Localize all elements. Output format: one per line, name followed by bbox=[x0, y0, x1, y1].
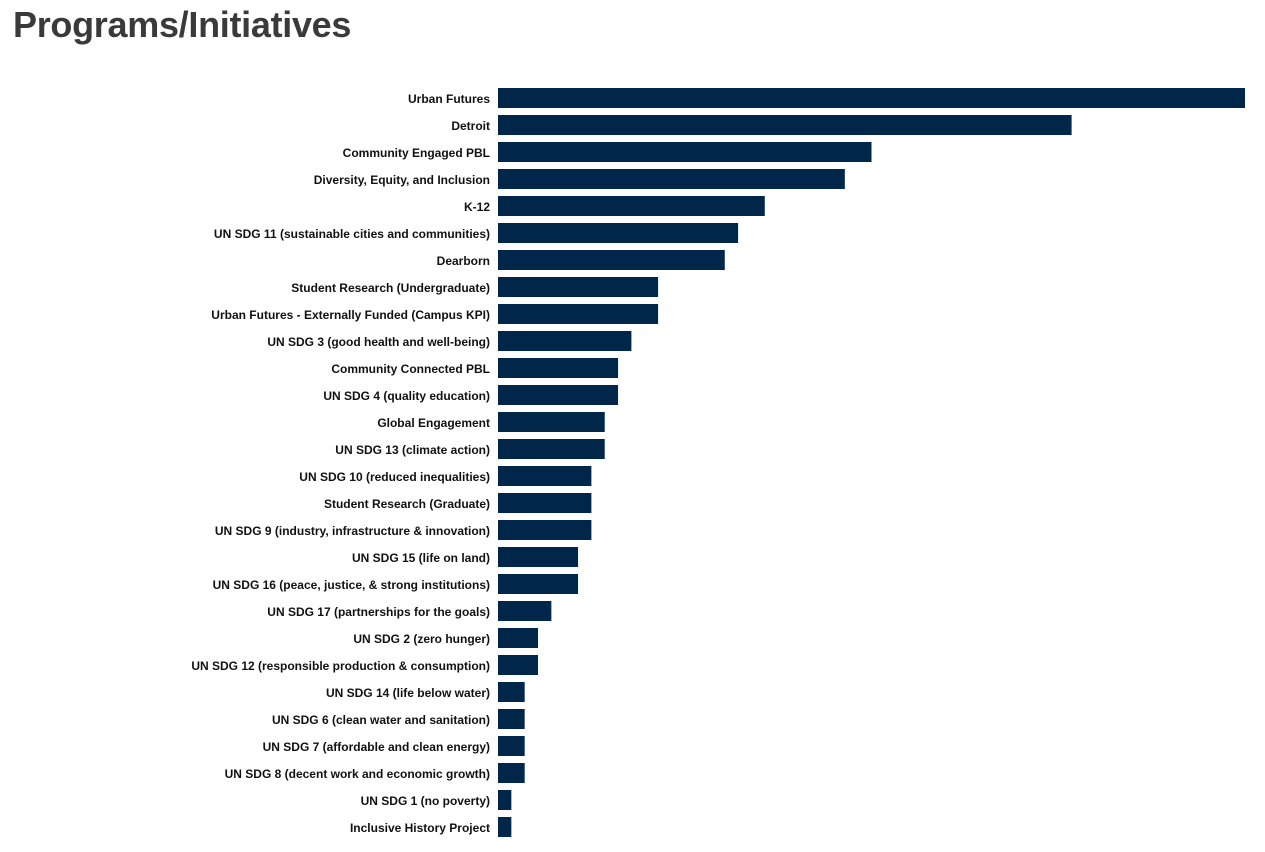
category-label: UN SDG 11 (sustainable cities and commun… bbox=[214, 227, 490, 241]
bar bbox=[498, 277, 659, 297]
bar bbox=[498, 520, 592, 540]
category-label: UN SDG 14 (life below water) bbox=[326, 686, 490, 700]
bar bbox=[498, 736, 525, 756]
page-title: Programs/Initiatives bbox=[13, 4, 352, 45]
bar bbox=[498, 493, 592, 513]
category-label: Community Engaged PBL bbox=[343, 146, 490, 160]
bar bbox=[498, 88, 1245, 108]
bar bbox=[498, 250, 725, 270]
bar bbox=[498, 763, 525, 783]
category-label: UN SDG 9 (industry, infrastructure & inn… bbox=[215, 524, 490, 538]
category-label: Urban Futures - Externally Funded (Campu… bbox=[211, 308, 490, 322]
category-label: Detroit bbox=[451, 119, 490, 133]
bar bbox=[498, 358, 619, 378]
bar bbox=[498, 331, 632, 351]
category-label: UN SDG 3 (good health and well-being) bbox=[267, 335, 490, 349]
bar bbox=[498, 682, 525, 702]
category-label: UN SDG 15 (life on land) bbox=[352, 551, 490, 565]
bar bbox=[498, 574, 579, 594]
category-label: UN SDG 6 (clean water and sanitation) bbox=[272, 713, 490, 727]
bar bbox=[498, 304, 659, 324]
category-label: UN SDG 17 (partnerships for the goals) bbox=[267, 605, 490, 619]
category-label: UN SDG 4 (quality education) bbox=[323, 389, 490, 403]
category-label: UN SDG 10 (reduced inequalities) bbox=[299, 470, 490, 484]
category-label: Global Engagement bbox=[377, 416, 490, 430]
bar bbox=[498, 628, 539, 648]
bar bbox=[498, 547, 579, 567]
bar bbox=[498, 412, 605, 432]
category-label: UN SDG 7 (affordable and clean energy) bbox=[263, 740, 490, 754]
bar bbox=[498, 115, 1072, 135]
category-label: UN SDG 16 (peace, justice, & strong inst… bbox=[213, 578, 490, 592]
category-label: UN SDG 12 (responsible production & cons… bbox=[191, 659, 490, 673]
bar bbox=[498, 709, 525, 729]
bar bbox=[498, 790, 512, 810]
category-label: Community Connected PBL bbox=[331, 362, 490, 376]
category-label: UN SDG 13 (climate action) bbox=[335, 443, 490, 457]
bar bbox=[498, 196, 765, 216]
category-label: K-12 bbox=[464, 200, 490, 214]
category-label: UN SDG 8 (decent work and economic growt… bbox=[225, 767, 490, 781]
category-label: Student Research (Undergraduate) bbox=[291, 281, 490, 295]
bar bbox=[498, 817, 512, 837]
category-label: Student Research (Graduate) bbox=[324, 497, 490, 511]
bar bbox=[498, 466, 592, 486]
bar bbox=[498, 655, 539, 675]
bar bbox=[498, 601, 552, 621]
category-label: Diversity, Equity, and Inclusion bbox=[314, 173, 490, 187]
category-label: Urban Futures bbox=[408, 92, 490, 106]
bar bbox=[498, 223, 739, 243]
bar bbox=[498, 142, 872, 162]
category-label: UN SDG 2 (zero hunger) bbox=[353, 632, 490, 646]
bar bbox=[498, 439, 605, 459]
category-label: Dearborn bbox=[437, 254, 490, 268]
bar bbox=[498, 385, 619, 405]
bar bbox=[498, 169, 845, 189]
category-label: UN SDG 1 (no poverty) bbox=[361, 794, 490, 808]
category-label: Inclusive History Project bbox=[350, 821, 490, 835]
